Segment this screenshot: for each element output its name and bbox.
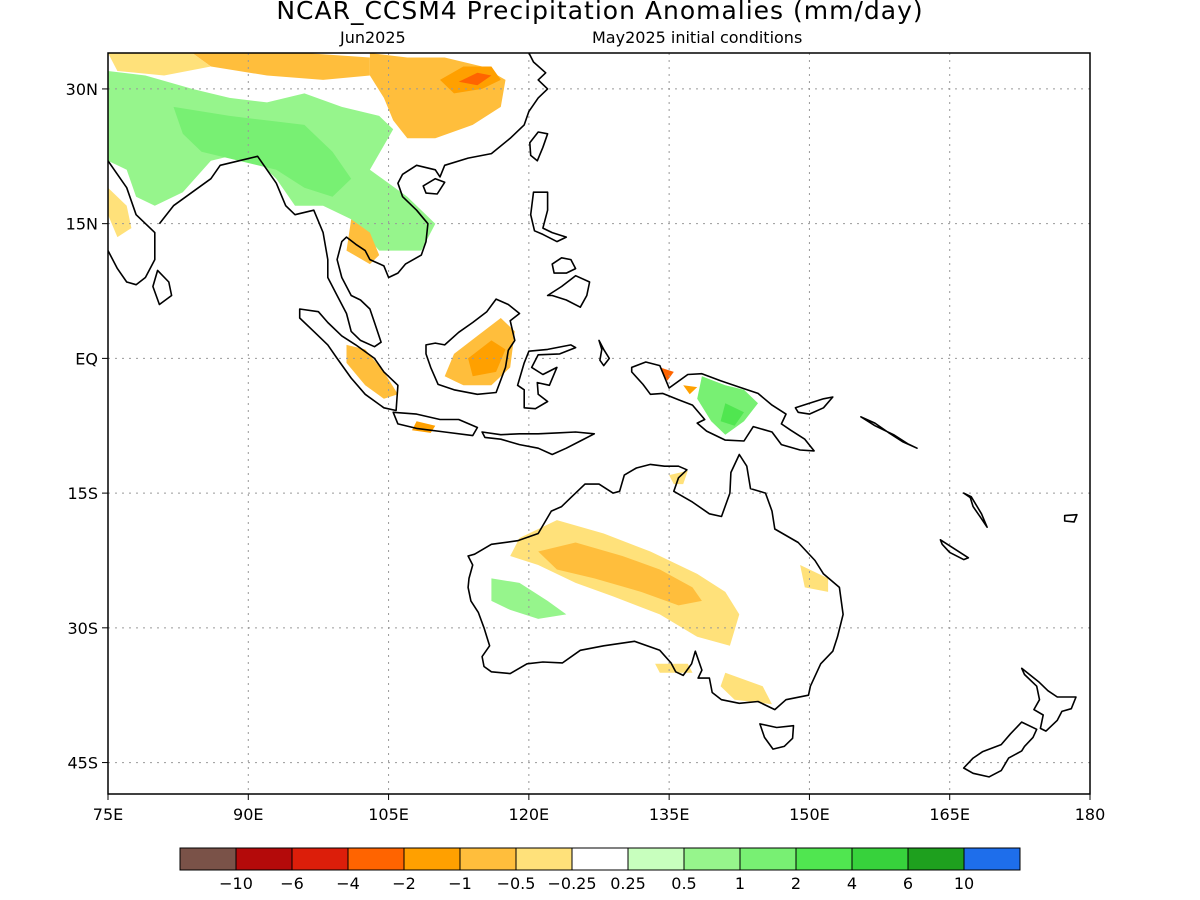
coastline-borneo [425, 298, 521, 396]
colorbar-label: 4 [847, 874, 857, 893]
anomaly-india-wet-core [173, 106, 352, 197]
colorbar-swatch [963, 847, 1021, 871]
anomaly-indochina-dry-edge [346, 219, 380, 265]
coastline-java [392, 411, 479, 437]
coastline-new-caledonia [939, 538, 970, 561]
coastline-bengal-coast [158, 53, 549, 348]
coastline-halmahera [598, 339, 611, 367]
coastline-nz-north [1020, 667, 1077, 732]
anomaly-aus-dry-east [800, 565, 829, 592]
colorbar-swatch [795, 847, 853, 871]
colorbar-label: −1 [448, 874, 472, 893]
coastline-sulawesi [516, 344, 577, 410]
colorbar-label: −6 [280, 874, 304, 893]
anomaly-guinea-dry-2 [683, 385, 698, 395]
colorbar-swatch [291, 847, 349, 871]
lat-tick-label: 45S [67, 754, 98, 773]
colorbar-label: 1 [735, 874, 745, 893]
anomaly-shading [108, 53, 829, 705]
coastline-nz-south [962, 721, 1038, 778]
colorbar-label: 0.25 [610, 874, 646, 893]
forecast-month: Jun2025 [340, 28, 406, 47]
axis-ticks: 75E 90E 105E 120E 135E 150E 165E 180 30N 15N EQ 15S… [66, 80, 1106, 824]
coastlines [108, 53, 1078, 778]
colorbar-swatch [515, 847, 573, 871]
colorbar-label: 2 [791, 874, 801, 893]
anomaly-india-dry-sw [108, 187, 132, 238]
colorbar: −10 −6 −4 −2 −1 −0.5 −0.25 0.25 0.5 1 2 4 6 10 [179, 847, 1021, 893]
initial-conditions-label: May2025 initial conditions [592, 28, 803, 47]
lon-tick-label: 90E [233, 805, 263, 824]
coastline-srilanka [152, 269, 173, 306]
coastline-australia [467, 453, 844, 711]
coastline-sumatra [298, 308, 399, 412]
coastline-solomons [860, 415, 918, 450]
lat-tick-label: 30S [67, 619, 98, 638]
anomaly-aus-wet-west [491, 578, 567, 619]
lat-tick-label: 15S [67, 484, 98, 503]
coastline-new-guinea [630, 361, 815, 452]
colorbar-label: 0.5 [671, 874, 696, 893]
colorbar-label: −2 [392, 874, 416, 893]
coastline-taiwan [528, 131, 549, 162]
lon-tick-label: 135E [649, 805, 690, 824]
anomaly-china-dry [369, 53, 506, 139]
colorbar-swatch [907, 847, 965, 871]
lon-tick-label: 120E [509, 805, 550, 824]
anomaly-guinea-wet-core [720, 403, 744, 426]
colorbar-swatch [235, 847, 293, 871]
coastline-vanuatu [962, 492, 988, 529]
colorbar-swatch [347, 847, 405, 871]
lat-tick-label: EQ [75, 349, 98, 368]
anomaly-java-dry [412, 421, 436, 433]
colorbar-label: −4 [336, 874, 360, 893]
coastline-hainan [422, 177, 446, 195]
colorbar-swatch [571, 847, 629, 871]
colorbar-swatch [459, 847, 517, 871]
lon-tick-label: 150E [789, 805, 830, 824]
anomaly-china-dry-max [458, 72, 492, 86]
lon-tick-label: 180 [1075, 805, 1106, 824]
coastline-new-britain [794, 396, 834, 415]
coastline-visayas [551, 256, 577, 274]
lon-tick-label: 165E [929, 805, 970, 824]
colorbar-label: −0.5 [497, 874, 536, 893]
coastline-tasmania [759, 723, 795, 750]
map-title: NCAR_CCSM4 Precipitation Anomalies (mm/d… [276, 0, 924, 25]
coastline-lesser-sunda [481, 431, 596, 456]
coastline-asia-mainland [108, 160, 156, 286]
colorbar-label: −10 [219, 874, 253, 893]
colorbar-label: 6 [903, 874, 913, 893]
plot-frame [107, 52, 1091, 795]
anomaly-guinea-dry [659, 367, 674, 381]
lat-tick-label: 15N [66, 215, 98, 234]
lat-tick-label: 30N [66, 80, 98, 99]
colorbar-label: −0.25 [547, 874, 596, 893]
anomaly-himalaya-dry [192, 53, 370, 80]
colorbar-swatch [403, 847, 461, 871]
anomaly-aus-dry-inner [538, 542, 702, 606]
gridlines [108, 53, 1090, 794]
colorbar-label: 10 [954, 874, 974, 893]
anomaly-tibet-dry [108, 53, 211, 76]
anomaly-sumatra-dry [346, 344, 398, 399]
lon-tick-label: 75E [93, 805, 123, 824]
anomaly-aus-dry-south [720, 672, 772, 705]
colorbar-swatch [683, 847, 741, 871]
colorbar-swatch [851, 847, 909, 871]
colorbar-swatch [179, 847, 237, 871]
lon-tick-label: 105E [368, 805, 409, 824]
coastline-luzon [529, 191, 568, 243]
colorbar-swatch [627, 847, 685, 871]
colorbar-swatch [739, 847, 797, 871]
coastline-fiji [1063, 513, 1078, 523]
coastline-mindanao [546, 274, 591, 309]
